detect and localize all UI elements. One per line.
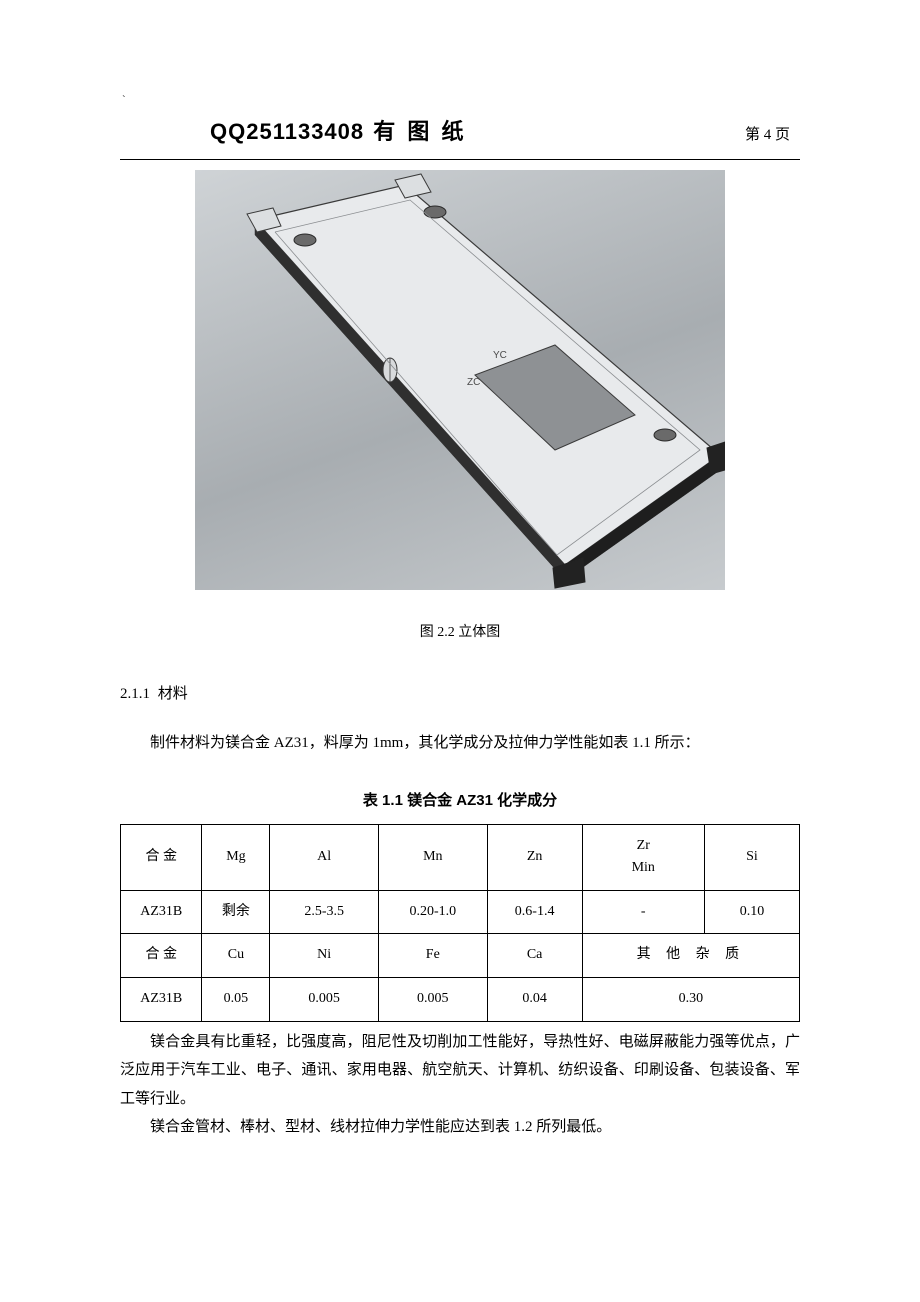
th-zr-bottom: Min xyxy=(586,857,701,879)
th-si: Si xyxy=(704,824,799,890)
figure-container: YC ZC 图 2.2 立体图 xyxy=(120,170,800,647)
th-alloy2: 合 金 xyxy=(121,934,202,978)
header-title-suffix: 有 图 纸 xyxy=(373,119,466,144)
td: 0.05 xyxy=(202,977,270,1021)
table-row: 合 金 Cu Ni Fe Ca 其 他 杂 质 xyxy=(121,934,800,978)
th-fe: Fe xyxy=(378,934,487,978)
paragraph-2: 镁合金管材、棒材、型材、线材拉伸力学性能应达到表 1.2 所列最低。 xyxy=(120,1113,800,1142)
td: - xyxy=(582,890,704,934)
th-cu: Cu xyxy=(202,934,270,978)
section-title: 材料 xyxy=(158,686,188,702)
td: 0.30 xyxy=(582,977,799,1021)
th-alloy: 合 金 xyxy=(121,824,202,890)
td: AZ31B xyxy=(121,977,202,1021)
th-al: Al xyxy=(270,824,379,890)
th-zr-top: Zr xyxy=(586,835,701,857)
th-mg: Mg xyxy=(202,824,270,890)
td: AZ31B xyxy=(121,890,202,934)
table-row: 合 金 Mg Al Mn Zn Zr Min Si xyxy=(121,824,800,890)
th-other: 其 他 杂 质 xyxy=(582,934,799,978)
td: 0.04 xyxy=(487,977,582,1021)
paragraph-1: 镁合金具有比重轻，比强度高，阻尼性及切削加工性能好，导热性好、电磁屏蔽能力强等优… xyxy=(120,1028,800,1114)
td: 0.20-1.0 xyxy=(378,890,487,934)
th-ca: Ca xyxy=(487,934,582,978)
td: 0.10 xyxy=(704,890,799,934)
td: 2.5-3.5 xyxy=(270,890,379,934)
th-zn: Zn xyxy=(487,824,582,890)
td: 0.005 xyxy=(270,977,379,1021)
td: 剩余 xyxy=(202,890,270,934)
intro-paragraph: 制件材料为镁合金 AZ31，料厚为 1mm，其化学成分及拉伸力学性能如表 1.1… xyxy=(120,729,800,758)
axis-y-label: YC xyxy=(493,350,507,361)
th-zr: Zr Min xyxy=(582,824,704,890)
composition-table: 合 金 Mg Al Mn Zn Zr Min Si AZ31B 剩余 2.5-3… xyxy=(120,824,800,1022)
axis-z-label: ZC xyxy=(467,377,480,388)
th-ni: Ni xyxy=(270,934,379,978)
body-text: 镁合金具有比重轻，比强度高，阻尼性及切削加工性能好，导热性好、电磁屏蔽能力强等优… xyxy=(120,1028,800,1142)
table-caption: 表 1.1 镁合金 AZ31 化学成分 xyxy=(120,787,800,816)
backtick-mark: ` xyxy=(122,90,800,111)
table-row: AZ31B 剩余 2.5-3.5 0.20-1.0 0.6-1.4 - 0.10 xyxy=(121,890,800,934)
page-header: QQ251133408 有 图 纸 第 4 页 xyxy=(120,111,800,160)
th-mn: Mn xyxy=(378,824,487,890)
td: 0.6-1.4 xyxy=(487,890,582,934)
header-title: QQ251133408 有 图 纸 xyxy=(210,111,467,153)
table-row: AZ31B 0.05 0.005 0.005 0.04 0.30 xyxy=(121,977,800,1021)
figure-caption: 图 2.2 立体图 xyxy=(120,620,800,647)
td: 0.005 xyxy=(378,977,487,1021)
page-number: 第 4 页 xyxy=(745,121,790,150)
figure-3d: YC ZC xyxy=(195,170,725,590)
section-heading: 2.1.1 材料 xyxy=(120,680,800,709)
section-number: 2.1.1 xyxy=(120,686,150,702)
header-title-prefix: QQ251133408 xyxy=(210,119,364,144)
